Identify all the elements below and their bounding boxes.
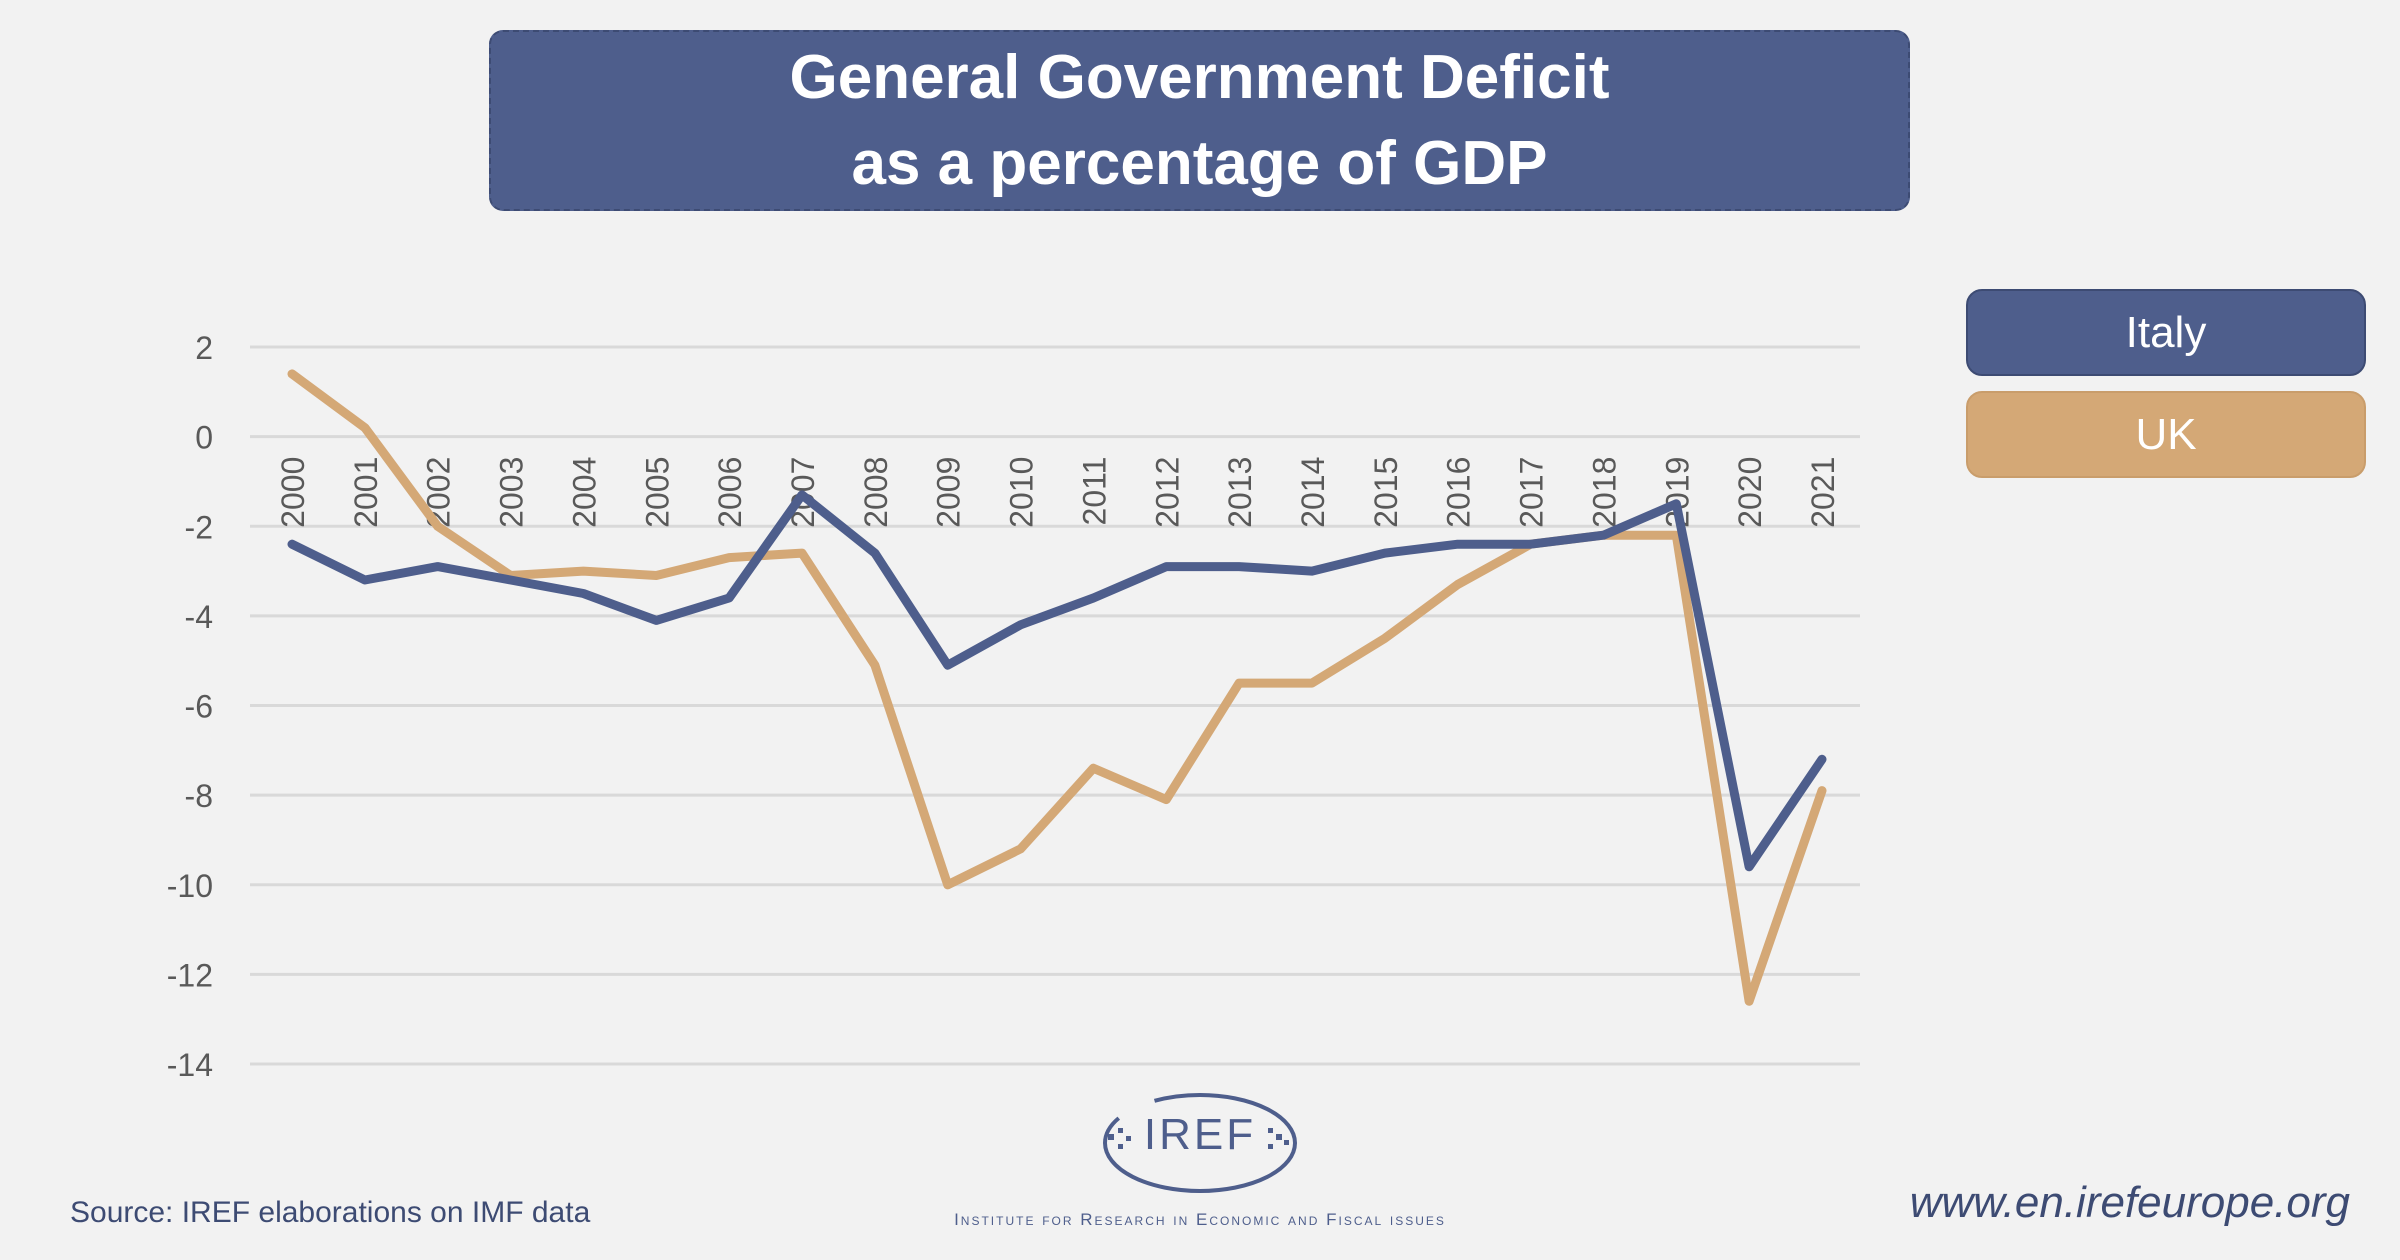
x-tick-label: 2016 bbox=[1441, 457, 1477, 528]
x-tick-label: 2000 bbox=[275, 457, 311, 528]
x-tick-label: 2017 bbox=[1514, 457, 1550, 528]
x-tick-label: 2015 bbox=[1368, 457, 1404, 528]
x-tick-label: 2001 bbox=[348, 457, 384, 528]
source-note: Source: IREF elaborations on IMF data bbox=[70, 1196, 591, 1229]
chart-title-line1: General Government Deficit bbox=[789, 42, 1610, 112]
x-tick-label: 2005 bbox=[639, 457, 675, 528]
x-tick-label: 2012 bbox=[1149, 457, 1185, 528]
x-tick-label: 2010 bbox=[1004, 457, 1040, 528]
x-tick-label: 2021 bbox=[1805, 457, 1841, 528]
y-tick-label: -12 bbox=[167, 957, 213, 993]
y-tick-label: -14 bbox=[167, 1047, 213, 1083]
chart-title-line2: as a percentage of GDP bbox=[851, 128, 1548, 198]
x-tick-label: 2011 bbox=[1076, 457, 1112, 526]
y-axis-tick-labels: 2 0 -2 -4 -6 -8 -10 -12 -14 bbox=[167, 330, 213, 1083]
legend-item-uk: UK bbox=[1966, 391, 2366, 478]
x-tick-label: 2009 bbox=[931, 457, 967, 528]
x-tick-label: 2004 bbox=[566, 457, 602, 528]
logo-text: IREF bbox=[1143, 1110, 1257, 1159]
x-tick-label: 2020 bbox=[1732, 457, 1768, 528]
series-line-italy bbox=[287, 490, 1827, 872]
legend-item-italy: Italy bbox=[1966, 289, 2366, 376]
series-lines bbox=[287, 369, 1827, 1006]
chart-title-box: General Government Deficit as a percenta… bbox=[489, 30, 1910, 211]
x-tick-label: 2013 bbox=[1222, 457, 1258, 528]
x-tick-label: 2008 bbox=[858, 457, 894, 528]
y-tick-label: 0 bbox=[195, 420, 213, 456]
y-tick-label: -4 bbox=[185, 599, 213, 635]
grid-lines bbox=[250, 345, 1860, 1066]
x-tick-label: 2006 bbox=[712, 457, 748, 528]
y-tick-label: -2 bbox=[185, 509, 213, 545]
y-tick-label: 2 bbox=[195, 330, 213, 366]
x-tick-label: 2018 bbox=[1586, 457, 1622, 528]
y-tick-label: -6 bbox=[185, 689, 213, 725]
institute-name: Institute for Research in Economic and F… bbox=[954, 1210, 1446, 1229]
x-axis-tick-labels: 2000 2001 2002 2003 2004 2005 2006 2007 2008 2009… bbox=[275, 457, 1841, 528]
x-tick-label: 2003 bbox=[494, 457, 530, 528]
y-tick-label: -8 bbox=[185, 778, 213, 814]
x-tick-label: 2014 bbox=[1295, 457, 1331, 528]
website-link[interactable]: www.en.irefeurope.org bbox=[1909, 1178, 2350, 1227]
iref-logo-icon bbox=[1103, 1093, 1297, 1193]
y-tick-label: -10 bbox=[167, 868, 213, 904]
